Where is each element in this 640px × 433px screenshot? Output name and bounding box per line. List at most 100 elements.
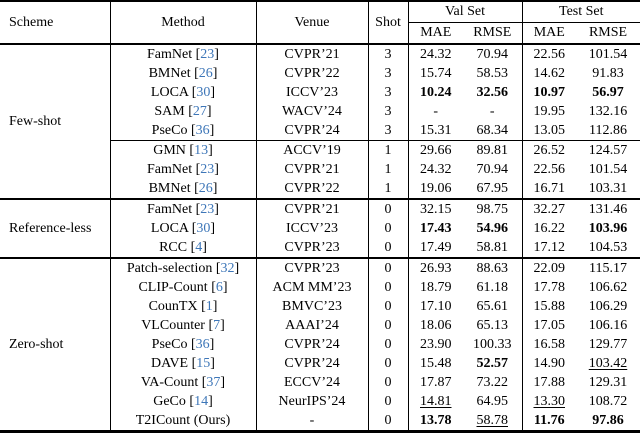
table-row: BMNet [26] CVPR’22 1 19.06 67.95 16.71 103.31	[0, 179, 640, 199]
method-cell: DAVE [15]	[110, 354, 257, 373]
val-mae-cell: 17.10	[420, 299, 452, 314]
method-name: BMNet	[148, 66, 191, 81]
column-header-scheme: Scheme	[0, 1, 111, 45]
val-mae-cell: 24.32	[420, 47, 452, 62]
citation-number[interactable]: 37	[206, 375, 221, 390]
citation-number[interactable]: 7	[213, 318, 221, 333]
method-name: CLIP-Count	[138, 280, 208, 295]
citation-number[interactable]: 36	[195, 123, 210, 138]
citation-number[interactable]: 14	[194, 394, 209, 409]
shot-cell: 3	[368, 44, 409, 64]
citation-number[interactable]: 15	[196, 356, 211, 371]
method-name: PseCo	[151, 123, 188, 138]
test-mae-cell: 22.09	[522, 257, 576, 278]
method-cell: VLCounter [7]	[110, 316, 257, 335]
method-cell: PseCo [36]	[110, 121, 257, 141]
test-mae-cell: 17.05	[533, 318, 566, 333]
test-rmse-cell: 106.62	[588, 280, 628, 295]
citation-number[interactable]: 30	[196, 221, 211, 236]
citation-number[interactable]: 1	[205, 299, 213, 314]
table-row: RCC [4] CVPR’23 0 17.49 58.81 17.12 104.53	[0, 238, 640, 258]
test-mae-cell: 17.12	[533, 240, 566, 255]
method-name: GeCo	[153, 394, 186, 409]
val-rmse-cell: 58.81	[463, 238, 523, 258]
citation-number[interactable]: 27	[192, 104, 207, 119]
shot-cell: 3	[368, 83, 409, 102]
citation-number[interactable]: 26	[198, 66, 213, 81]
scheme-cell: Zero-shot	[0, 257, 111, 432]
test-mae-cell: 26.52	[522, 140, 576, 160]
method-cell: PseCo [36]	[110, 335, 257, 354]
val-rmse-cell: 67.95	[463, 179, 523, 199]
citation-number[interactable]: 23	[200, 162, 215, 177]
val-rmse-cell: 54.96	[463, 219, 523, 238]
table-row: LOCA [30] ICCV’23 0 17.43 54.96 16.22 103.96	[0, 219, 640, 238]
val-mae-cell: 19.06	[420, 181, 452, 196]
column-header-shot: Shot	[368, 1, 409, 45]
val-rmse-cell: 73.22	[463, 373, 523, 392]
table-row: Reference-less FamNet [23] CVPR’21 0 32.15 98…	[0, 198, 640, 258]
val-rmse-cell: 58.53	[463, 64, 523, 83]
val-mae-cell: 14.81	[420, 394, 452, 409]
citation-number[interactable]: 30	[196, 85, 211, 100]
table-row: VLCounter [7] AAAI’24 0 18.06 65.13 17.05 106.…	[0, 316, 640, 335]
val-mae-cell: 17.87	[420, 375, 452, 390]
method-cell: FamNet [23]	[110, 44, 257, 64]
table-row: Zero-shot Patch-selection [32] CVPR’23 0 26.…	[0, 257, 640, 432]
shot-cell: 3	[368, 102, 409, 121]
method-cell: FamNet [23]	[110, 160, 257, 179]
citation-number[interactable]: 6	[215, 280, 223, 295]
method-name: VA-Count	[140, 375, 199, 390]
val-mae-cell: 17.49	[420, 240, 452, 255]
table-row: VA-Count [37] ECCV’24 0 17.87 73.22 17.88 129.…	[0, 373, 640, 392]
test-rmse-cell: 132.16	[588, 104, 628, 119]
venue-cell: -	[256, 411, 369, 432]
table-body: Few-shot FamNet [23] CVPR’21 3 24.32 70.94 22.…	[0, 44, 640, 432]
table-row: SAM [27] WACV’24 3- -19.95 132.16	[0, 102, 640, 121]
venue-cell: CVPR’23	[256, 238, 369, 258]
val-rmse-cell: 65.61	[463, 297, 523, 316]
method-cell: VA-Count [37]	[110, 373, 257, 392]
column-header-val-rmse: RMSE	[463, 22, 523, 45]
table-header: Scheme Method Venue Shot Val Set Test Se…	[0, 1, 640, 45]
citation-number[interactable]: 4	[195, 240, 203, 255]
column-header-test-set: Test Set	[522, 1, 640, 23]
val-mae-cell: 32.15	[408, 198, 463, 219]
method-cell: BMNet [26]	[110, 64, 257, 83]
val-rmse-cell: 65.13	[463, 316, 523, 335]
method-cell: T2ICount (Ours)	[110, 411, 257, 432]
val-mae-cell: 18.06	[420, 318, 452, 333]
citation-number[interactable]: 23	[200, 202, 215, 217]
method-name: LOCA	[150, 221, 189, 236]
test-rmse-cell: 108.72	[588, 394, 628, 409]
val-mae-cell: 15.31	[420, 123, 452, 138]
shot-cell: 0	[368, 257, 409, 278]
citation-number[interactable]: 36	[195, 337, 210, 352]
test-rmse-cell: 56.97	[592, 85, 624, 100]
test-rmse-cell: 115.17	[576, 257, 640, 278]
val-mae-cell: 15.74	[420, 66, 452, 81]
test-mae-cell: 15.88	[533, 299, 566, 314]
test-mae-cell: 13.05	[533, 123, 566, 138]
test-mae-cell: 14.62	[533, 66, 566, 81]
venue-cell: ICCV’23	[256, 219, 369, 238]
val-mae-cell: 26.93	[408, 257, 463, 278]
citation-number[interactable]: 32	[220, 261, 235, 276]
val-rmse-cell: 70.94	[463, 44, 523, 64]
test-rmse-cell: 106.16	[588, 318, 628, 333]
val-rmse-cell: 32.56	[463, 83, 523, 102]
shot-cell: 0	[368, 297, 409, 316]
shot-cell: 0	[368, 278, 409, 297]
val-mae-cell: 13.78	[420, 413, 452, 428]
venue-cell: CVPR’23	[256, 257, 369, 278]
test-rmse-cell: 103.31	[588, 181, 628, 196]
header-row-sub: MAE RMSE MAE RMSE	[0, 22, 640, 45]
venue-cell: CVPR’24	[256, 121, 369, 141]
citation-number[interactable]: 26	[198, 181, 213, 196]
citation-number[interactable]: 13	[194, 143, 209, 158]
venue-cell: NeurIPS’24	[256, 392, 369, 411]
citation-number[interactable]: 23	[200, 47, 215, 62]
val-rmse-cell: 89.81	[463, 140, 523, 160]
test-mae-cell: 14.90	[533, 356, 566, 371]
